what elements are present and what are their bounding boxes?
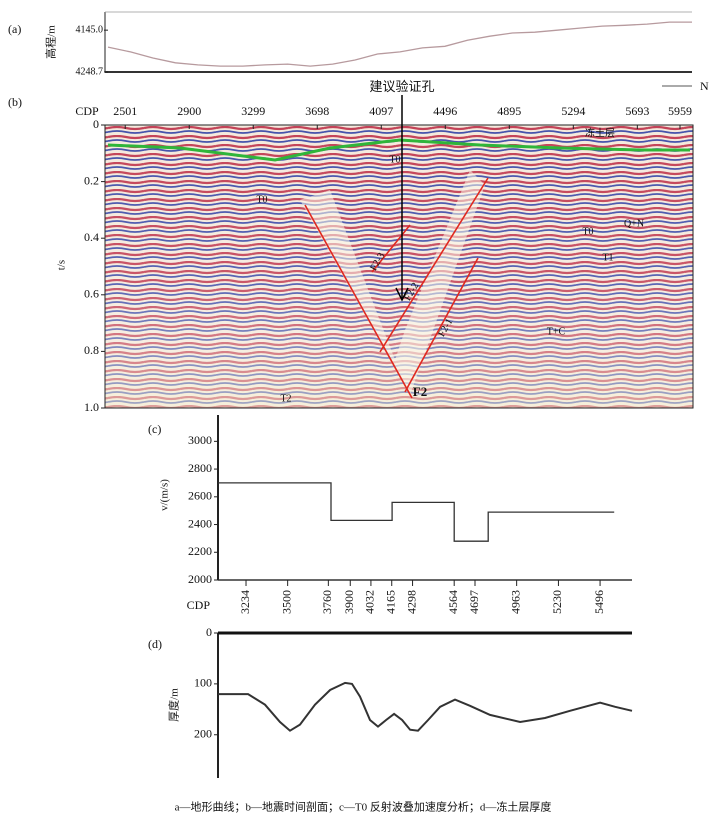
fault-line [379,177,489,353]
x-tick-label: 4963 [508,590,522,614]
x-tick-label: 4895 [497,104,521,118]
y-tick-label: 0.4 [84,230,99,244]
caption: a—地形曲线；b—地震时间剖面；c—T0 反射波叠加速度分析；d—冻土层厚度 [175,800,552,814]
annotation: T1 [602,252,613,263]
x-tick-label: 5294 [561,104,585,118]
x-tick-label: 5496 [592,590,606,614]
annotation: T0 [256,194,267,205]
x-tick-label: 3234 [238,590,252,614]
annotation: T0 [582,226,593,237]
y-tick-label: 100 [194,676,212,690]
panel-label: (c) [148,422,161,436]
y-tick-label: 1.0 [84,400,99,414]
panel-label: (b) [8,95,22,109]
x-tick-label: 3299 [241,104,265,118]
y-tick-label: 0 [93,117,99,131]
x-tick-label: 5230 [550,590,564,614]
well-arrow-head [395,287,409,302]
seismic-frame [104,124,694,409]
x-tick-label: 3900 [342,590,356,614]
fault-line [371,224,411,273]
x-tick-label: 5959 [668,104,692,118]
annotation: F2 [413,384,427,399]
x-tick-label: 4032 [363,590,377,614]
direction-label: N [700,79,709,93]
x-tick-label: 3760 [320,590,334,614]
y-axis-label: t/s [56,260,68,270]
y-tick-label: 2200 [188,544,212,558]
y-tick-label: 2000 [188,572,212,586]
x-tick-label: 4165 [383,590,397,614]
x-tick-label: 3500 [279,590,293,614]
x-tick-label: 4298 [404,590,418,614]
x-tick-label: 2501 [113,104,137,118]
y-axis-label: 厚度/m [167,688,181,722]
x-tick-label: 4097 [369,104,393,118]
panel-label: (d) [148,637,162,651]
frozen-layer-base [107,138,690,162]
y-tick-label: 3000 [188,433,212,447]
data-line [107,21,692,67]
y-tick-label: 0.8 [84,343,99,357]
annotation: T+C [547,326,566,337]
x-tick-label: 3698 [305,104,329,118]
fault-line [304,204,413,399]
y-tick-label: 2600 [188,489,212,503]
y-tick-label: 2800 [188,461,212,475]
annotation: T0 [389,154,400,165]
panel-label: (a) [8,22,21,36]
data-line [218,681,633,732]
fault-zone [300,170,485,395]
y-tick-label: 4248.7 [76,66,104,77]
x-tick-label: 4564 [446,590,460,614]
x-tick-label: 4496 [433,104,457,118]
y-tick-label: 4145.0 [76,24,104,35]
x-axis-label: CDP [75,104,99,118]
y-tick-label: 0.2 [84,173,99,187]
y-tick-label: 200 [194,727,212,741]
annotation: 冻土层 [585,126,615,139]
y-tick-label: 0.6 [84,287,99,301]
x-tick-label: 2900 [177,104,201,118]
data-line [218,482,615,542]
annotation: T2 [280,393,291,404]
y-axis-label: 高程/m [44,25,58,59]
y-axis-label: v/(m/s) [159,479,171,511]
y-tick-label: 2400 [188,516,212,530]
x-tick-label: 4697 [467,590,481,614]
x-tick-label: 5693 [625,104,649,118]
y-tick-label: 0 [206,625,212,639]
fault-line [404,257,479,393]
annotation: 建议验证孔 [369,79,434,94]
faults [304,177,489,399]
x-axis-label: CDP [187,598,211,612]
annotation: Q+N [624,218,644,229]
